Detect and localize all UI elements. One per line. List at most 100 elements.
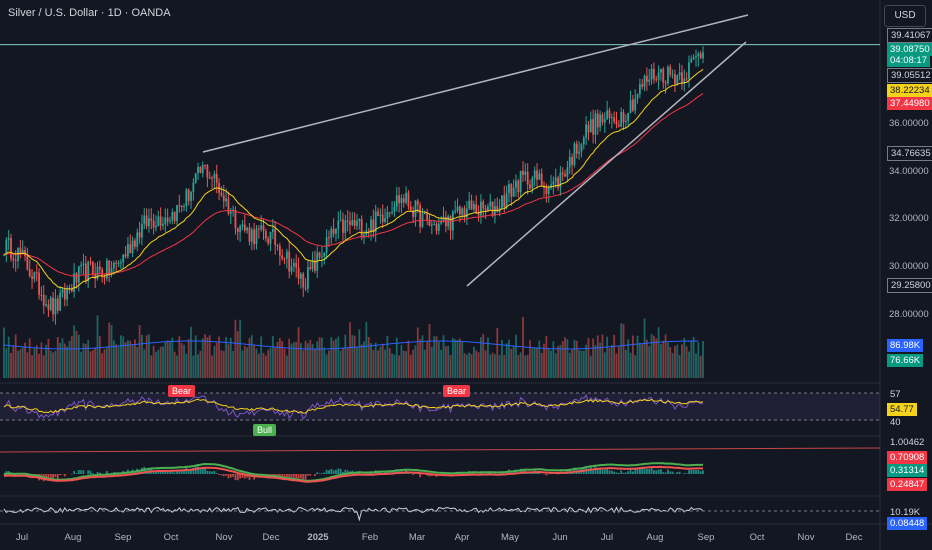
volume-bar [461,341,464,378]
candle-body [307,267,309,289]
volume-bar [568,352,571,378]
volume-bar [236,331,239,378]
candle-body [561,172,564,175]
macd-histogram-bar [669,471,672,474]
volume-bar [491,352,494,378]
macd-histogram-bar [318,473,321,474]
volume-bar [299,343,302,378]
volume-bar [409,354,412,378]
macd-histogram-bar [178,470,181,474]
macd-histogram-bar [283,474,286,479]
candle-body [517,180,520,193]
candle-body [477,213,480,216]
volume-bar [470,354,473,378]
volume-bar [428,323,431,378]
candle-body [253,229,256,245]
volume-bar [110,325,113,378]
macd-histogram-bar [204,467,206,474]
volume-bar [444,346,447,378]
rsi-divergence-badge[interactable]: Bull [253,424,277,436]
price-scale-tag: 0.08448 [887,517,928,530]
volume-bar [194,335,197,378]
price-scale-tag: 54.77 [887,403,917,416]
macd-histogram-bar [667,469,669,474]
macd-histogram-bar [304,474,307,481]
volume-bar [56,337,59,378]
currency-button[interactable]: USD [884,5,926,27]
candle-body [59,292,62,311]
macd-histogram-bar [292,474,295,478]
candle-body [309,267,312,269]
volume-bar [512,346,515,378]
volume-bar [638,342,641,378]
candle-body [442,216,445,222]
volume-bar [440,349,443,378]
volume-bar [267,349,270,378]
macd-histogram-bar [529,473,531,474]
candle-body [685,78,688,80]
candle-body [638,84,641,95]
macd-histogram-bar [573,467,576,474]
volume-bar [571,349,573,378]
volume-bar [164,342,167,378]
volume-bar [222,351,225,378]
volume-bar [243,346,246,378]
candle-body [491,201,494,216]
macd-histogram-bar [487,473,489,474]
macd-histogram-bar [321,473,323,474]
macd-histogram-bar [335,469,337,474]
candle-body [690,58,693,63]
macd-histogram-bar [5,471,8,474]
macd-histogram-bar [162,471,164,474]
rsi-divergence-badge[interactable]: Bear [168,385,196,397]
macd-histogram-bar [171,470,174,474]
candle-body [255,228,258,245]
candle-body [328,237,330,239]
volume-bar [381,343,384,378]
price-scale-tag: 0.31314 [887,464,928,477]
rsi-divergence-badge[interactable]: Bear [443,385,471,397]
price-tick: 30.00000 [889,261,929,272]
volume-bar [400,344,403,378]
volume-bar [494,354,496,378]
candle-body [388,212,391,214]
volume-bar [529,340,531,378]
candle-body [515,180,517,188]
volume-bar [388,348,391,378]
price-scale-tag: 86.98K [887,339,924,352]
volume-bar [653,335,655,378]
volume-bar [171,337,174,378]
candle-body [501,195,503,208]
macd-histogram-bar [395,469,398,474]
candle-body [332,228,335,234]
candle-body [206,165,209,178]
volume-bar [575,340,578,378]
price-scale-tag: 38.22234 [887,84,932,97]
candle-body [381,214,384,222]
candle-body [552,181,555,185]
volume-bar [669,347,672,378]
volume-bar [613,334,616,378]
volume-bar [262,352,265,378]
candle-body [692,57,695,59]
volume-bar [398,355,400,378]
candle-body [73,273,76,292]
macd-histogram-bar [419,474,422,478]
macd-histogram-bar [610,470,613,474]
candle-body [33,272,36,280]
candle-body [409,206,412,211]
time-axis-tick: May [501,532,519,543]
volume-bar [557,346,559,378]
volume-bar [589,355,592,378]
macd-histogram-bar [494,473,496,474]
macd-histogram-bar [346,470,349,474]
volume-bar [108,322,111,378]
candle-body [285,251,288,259]
volume-bar [412,349,415,378]
candle-body [430,224,433,226]
price-scale-tag: 34.76635 [887,146,932,161]
macd-histogram-bar [683,473,686,474]
candle-body [141,223,143,238]
volume-bar [63,343,66,378]
